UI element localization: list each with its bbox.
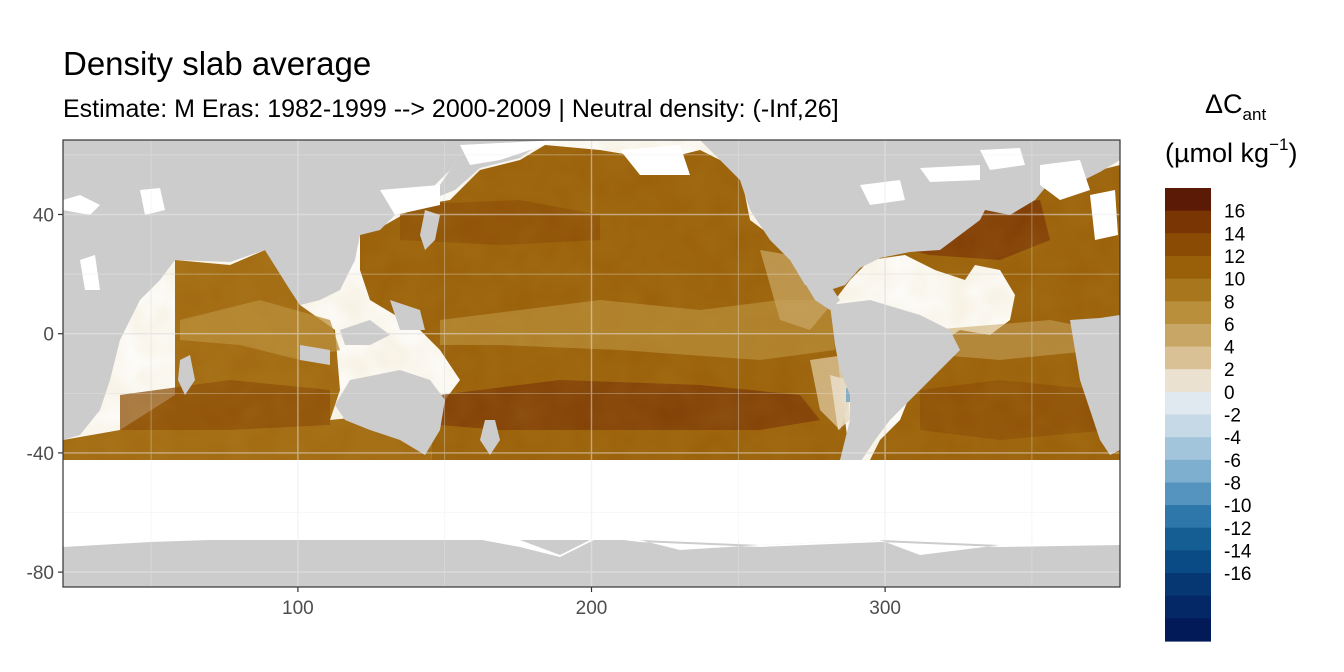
legend-swatch [1165, 278, 1211, 302]
legend-swatch [1165, 301, 1211, 325]
legend-tick-label: 12 [1224, 247, 1245, 268]
legend-swatch [1165, 550, 1211, 574]
legend-tick-label: -12 [1224, 519, 1251, 540]
legend-tick-label: 2 [1224, 360, 1235, 381]
chart-subtitle: Estimate: M Eras: 1982-1999 --> 2000-200… [63, 95, 839, 123]
legend-title-sub: ant [1243, 105, 1267, 124]
legend-tick-label: -8 [1224, 473, 1241, 494]
legend-tick-label: 6 [1224, 315, 1235, 336]
legend-unit-exp: −1 [1269, 135, 1288, 154]
legend-unit-suffix: ) [1288, 138, 1297, 168]
legend-tick-label: -10 [1224, 496, 1251, 517]
legend-swatch [1165, 346, 1211, 370]
legend-tick-label: -6 [1224, 451, 1241, 472]
legend-swatch [1165, 255, 1211, 280]
y-tick-label: 40 [33, 206, 54, 227]
legend-unit: (µmol kg−1) [1165, 135, 1297, 168]
x-tick-label: 200 [576, 598, 608, 619]
y-tick-label: -80 [27, 563, 54, 584]
legend-swatch [1165, 437, 1211, 461]
legend-unit-prefix: (µmol kg [1165, 138, 1269, 168]
legend-title-main: ΔC [1205, 89, 1243, 119]
x-tick-label: 300 [869, 598, 901, 619]
legend-tick-label: 4 [1224, 338, 1235, 359]
legend-tick-label: -4 [1224, 428, 1241, 449]
legend-tick-label: 16 [1224, 202, 1245, 223]
x-tick-label: 100 [282, 598, 314, 619]
legend-swatch [1165, 505, 1211, 529]
legend-tick-label: 0 [1224, 383, 1235, 404]
legend-swatch [1165, 482, 1211, 506]
legend-tick-label: -14 [1224, 541, 1252, 562]
legend-swatches [1165, 188, 1211, 642]
legend-swatch [1165, 573, 1211, 597]
legend-title: ΔCant [1205, 89, 1266, 124]
y-tick-label: 0 [43, 325, 54, 346]
chart-title: Density slab average [63, 45, 371, 82]
legend-tick-label: -16 [1224, 564, 1251, 585]
legend-tick-label: 8 [1224, 292, 1235, 313]
legend-swatch [1165, 233, 1211, 257]
y-tick-label: -40 [27, 444, 54, 465]
legend-swatch [1165, 323, 1211, 348]
legend-swatch [1165, 210, 1211, 234]
legend-swatch [1165, 618, 1211, 642]
legend-tick-label: -2 [1224, 406, 1241, 427]
legend-swatch [1165, 595, 1211, 619]
legend-swatch [1165, 369, 1211, 393]
legend-tick-label: 14 [1224, 224, 1246, 245]
grid-overlay [63, 140, 1120, 587]
legend-swatch [1165, 459, 1211, 484]
legend-swatch [1165, 414, 1211, 438]
legend-swatch [1165, 188, 1211, 212]
legend-swatch [1165, 527, 1211, 551]
legend-swatch [1165, 391, 1211, 416]
map-panel [63, 140, 1120, 587]
legend-tick-label: 10 [1224, 270, 1245, 291]
legend: ΔCant (µmol kg−1) 1614121086420-2-4-6-8-… [1165, 89, 1297, 642]
